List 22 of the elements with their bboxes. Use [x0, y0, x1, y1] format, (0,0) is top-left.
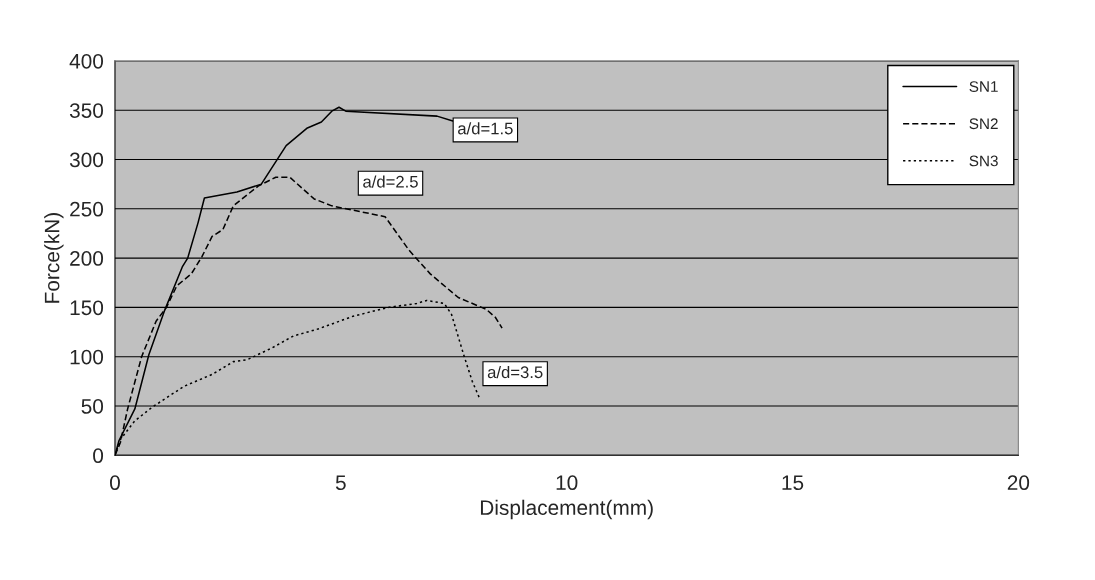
y-tick-label: 100 [70, 349, 104, 365]
y-tick-label: 300 [69, 152, 104, 168]
legend-label: SN3 [969, 155, 998, 167]
annotation: a/d=1.5 [458, 122, 513, 135]
x-tick-label: 10 [556, 475, 578, 491]
legend-label: SN1 [969, 81, 998, 92]
x-tick-label: 20 [1007, 475, 1030, 491]
x-tick-label: 5 [335, 475, 346, 491]
y-tick-label: 400 [69, 53, 104, 69]
y-tick-label: 0 [93, 448, 104, 464]
annotation: a/d=2.5 [363, 175, 418, 188]
x-axis-title: Displacement(mm) [480, 499, 653, 520]
y-tick-label: 200 [70, 251, 104, 266]
y-tick-label: 50 [81, 399, 104, 414]
x-tick-label: 15 [782, 475, 804, 491]
y-tick-label: 150 [70, 300, 104, 316]
y-tick-label: 250 [70, 201, 104, 217]
y-tick-label: 350 [69, 103, 104, 118]
annotation: a/d=3.5 [487, 365, 543, 379]
y-axis-title: Force(kN) [44, 213, 64, 303]
x-tick-label: 0 [110, 475, 120, 491]
legend-label: SN2 [969, 118, 998, 130]
